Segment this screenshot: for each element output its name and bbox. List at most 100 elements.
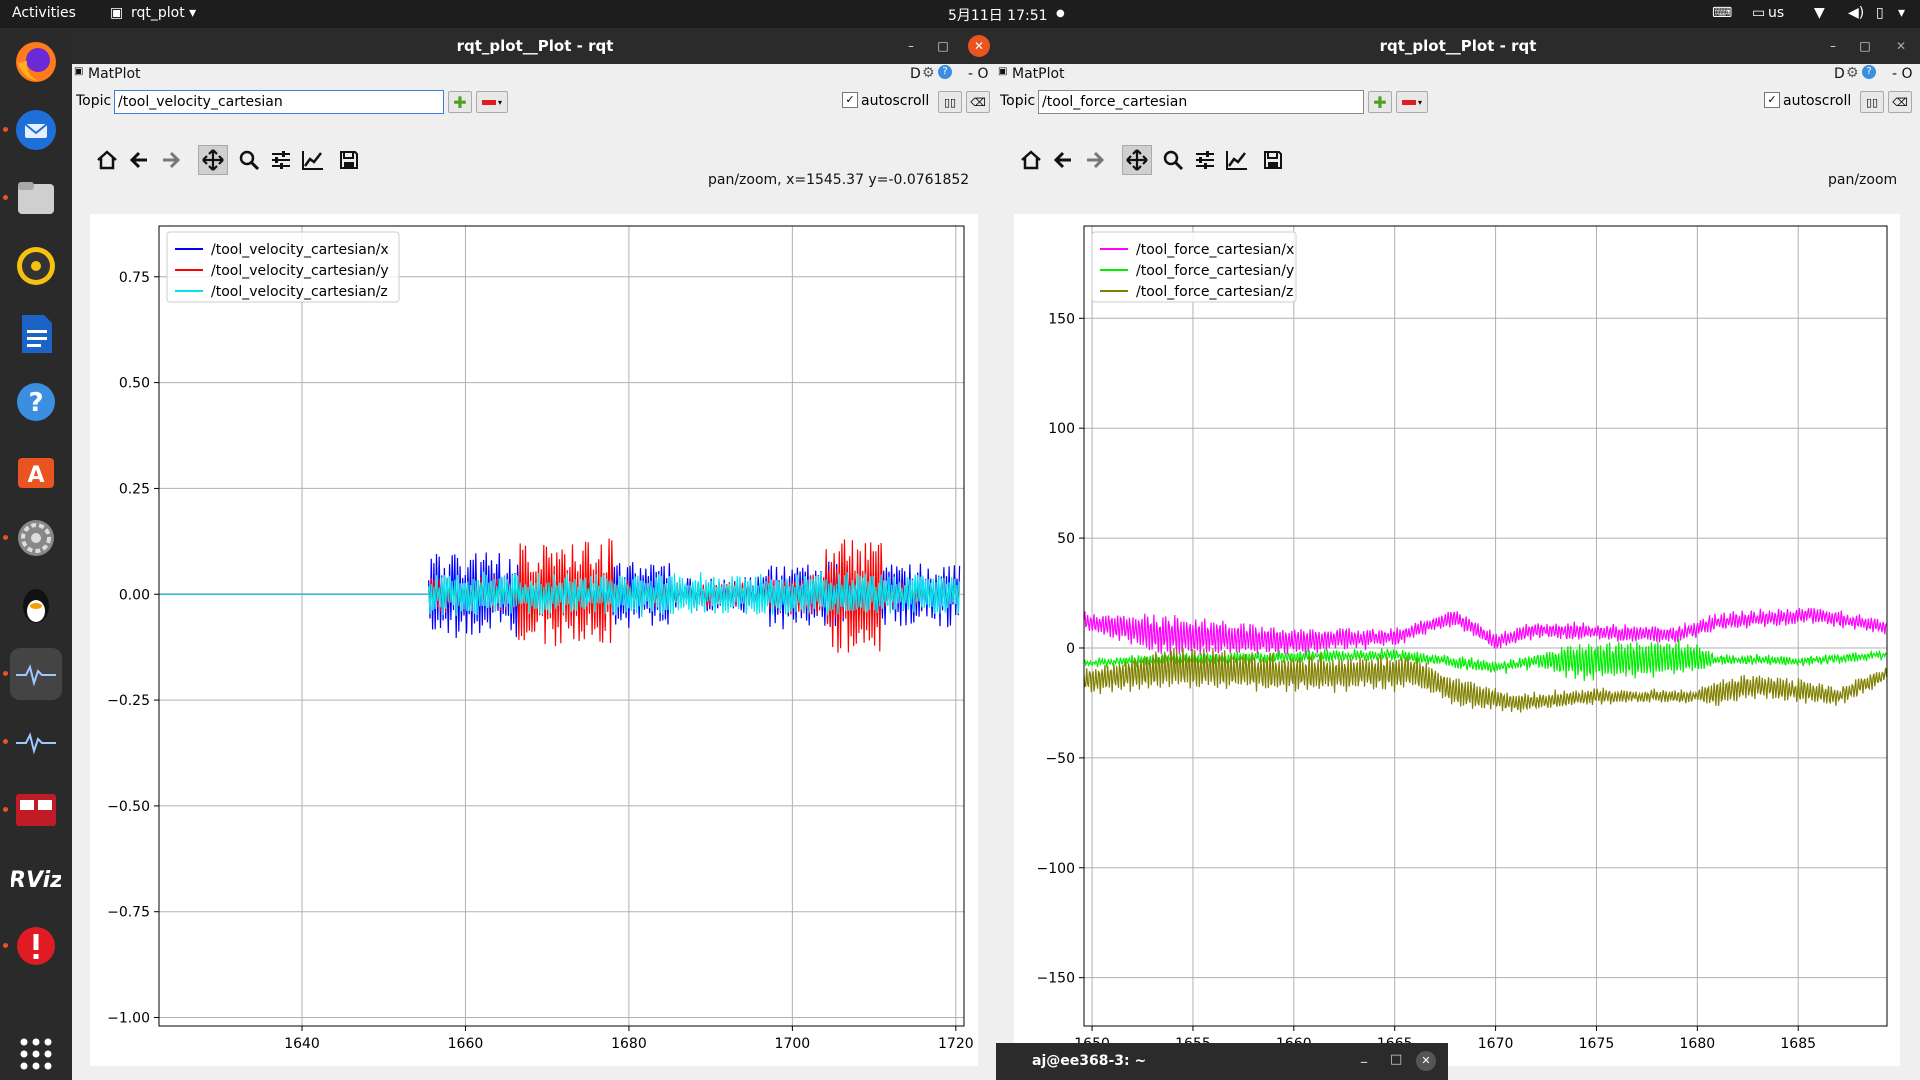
help-small-icon[interactable]: ? <box>938 65 952 79</box>
autoscroll-label: autoscroll <box>1783 93 1852 109</box>
autoscroll-checkbox[interactable]: ✓ <box>1764 92 1780 108</box>
x-tick-label: 1640 <box>284 1036 320 1052</box>
minimize-icon[interactable]: – <box>1830 39 1836 53</box>
language-indicator[interactable]: us <box>1768 5 1785 21</box>
running-indicator <box>3 127 8 132</box>
left-window-title: rqt_plot__Plot - rqt <box>456 37 614 55</box>
remove-topic-button[interactable]: ▾ <box>476 91 508 113</box>
rqt-plot-icon-2[interactable] <box>10 716 62 768</box>
remove-topic-button[interactable]: ▾ <box>1396 91 1428 113</box>
wifi-icon[interactable]: ▼ <box>1814 5 1825 21</box>
pan-icon[interactable] <box>198 145 228 175</box>
activities-button[interactable]: Activities <box>12 5 76 21</box>
help-icon[interactable]: ? <box>10 376 62 428</box>
clear-icon: ⌫ <box>1892 95 1908 109</box>
velocity-chart[interactable]: 1640 1660 1680 1700 1720 0.75 0.50 0.25 0.00 −0.2… <box>90 214 978 1066</box>
libreoffice-writer-icon[interactable] <box>10 308 62 360</box>
configure-subplots-icon[interactable] <box>266 145 296 175</box>
topic-label: Topic <box>1000 93 1036 109</box>
force-axes-background <box>1084 226 1887 1026</box>
config-icon[interactable]: ⚙ <box>922 65 935 81</box>
alert-icon[interactable] <box>10 920 62 972</box>
dock-button[interactable]: D <box>1834 66 1845 82</box>
home-icon[interactable] <box>92 145 122 175</box>
minimize-icon[interactable]: – <box>908 39 914 53</box>
forward-arrow-icon[interactable] <box>1080 145 1110 175</box>
save-icon[interactable] <box>334 145 364 175</box>
clear-button[interactable]: ⌫ <box>1888 91 1912 113</box>
y-tick-label: −100 <box>1037 861 1075 877</box>
autoscroll-checkbox[interactable]: ✓ <box>842 92 858 108</box>
battery-icon[interactable]: ▯ <box>1876 5 1884 21</box>
clock[interactable]: 5月11日 17:51 <box>948 8 1048 24</box>
back-arrow-icon[interactable] <box>1048 145 1078 175</box>
help-small-icon[interactable]: ? <box>1862 65 1876 79</box>
zoom-icon[interactable] <box>234 145 264 175</box>
pan-icon[interactable] <box>1122 145 1152 175</box>
pause-button[interactable]: ▯▯ <box>1860 91 1884 113</box>
matplot-window-controls[interactable]: - O <box>1892 66 1913 82</box>
save-icon[interactable] <box>1258 145 1288 175</box>
left-plot-canvas[interactable]: 1640 1660 1680 1700 1720 0.75 0.50 0.25 0.00 −0.2… <box>90 214 978 1066</box>
show-apps-icon[interactable] <box>10 1028 62 1080</box>
edit-axis-icon[interactable] <box>1222 145 1252 175</box>
terminal-window[interactable]: aj@ee368-3: ~ – □ ✕ <box>996 1043 1448 1080</box>
clear-icon: ⌫ <box>970 95 986 109</box>
system-menu-icon[interactable]: ▾ <box>1898 5 1906 21</box>
y-tick-label: 0.00 <box>119 587 150 603</box>
close-icon[interactable]: ✕ <box>1895 39 1907 53</box>
dock-button[interactable]: D <box>910 66 921 82</box>
y-tick-label: 0.75 <box>119 270 150 286</box>
x-tick-label: 1700 <box>775 1036 811 1052</box>
x-tick-label: 1675 <box>1579 1036 1615 1052</box>
maximize-icon[interactable]: □ <box>1859 39 1871 53</box>
right-plot-canvas[interactable]: 1650165516601665167016751680168515010050… <box>1014 214 1900 1066</box>
x-tick-label: 1720 <box>938 1036 974 1052</box>
maximize-icon[interactable]: □ <box>937 39 949 53</box>
topic-input[interactable] <box>1038 90 1364 114</box>
back-arrow-icon[interactable] <box>124 145 154 175</box>
pause-icon: ▯▯ <box>1865 95 1879 109</box>
legend-box <box>1091 231 1297 303</box>
rqt-plot-icon-1[interactable] <box>10 648 62 700</box>
matplot-header: ▣ MatPlot D ⚙ ? - O <box>996 65 1920 85</box>
terminal-app-icon[interactable] <box>10 784 62 836</box>
running-indicator <box>3 943 8 948</box>
legend-entry: /tool_velocity_cartesian/x <box>211 242 389 258</box>
clear-button[interactable]: ⌫ <box>966 91 990 113</box>
system-top-bar: Activities ▣ rqt_plot ▾ 5月11日 17:51 ● ⌨ … <box>0 0 1920 28</box>
minimize-icon[interactable]: – <box>1360 1052 1368 1071</box>
software-center-icon[interactable]: A <box>10 444 62 496</box>
maximize-icon[interactable]: □ <box>1390 1052 1403 1067</box>
files-icon[interactable] <box>10 172 62 224</box>
qq-icon[interactable] <box>10 580 62 632</box>
rhythmbox-icon[interactable] <box>10 240 62 292</box>
edit-axis-icon[interactable] <box>298 145 328 175</box>
right-window-titlebar[interactable]: rqt_plot__Plot - rqt – □ ✕ <box>996 28 1920 64</box>
left-window-titlebar[interactable]: rqt_plot__Plot - rqt – □ ✕ <box>72 28 998 64</box>
home-icon[interactable] <box>1016 145 1046 175</box>
volume-icon[interactable]: ◀) <box>1848 5 1865 21</box>
dropdown-arrow-icon: ▾ <box>1417 97 1422 107</box>
close-icon[interactable]: ✕ <box>968 35 990 57</box>
running-indicator <box>3 535 8 540</box>
rviz-icon[interactable]: RViz <box>10 852 62 904</box>
add-topic-button[interactable]: ✚ <box>1368 91 1392 113</box>
force-chart[interactable]: 1650165516601665167016751680168515010050… <box>1014 214 1900 1066</box>
settings-icon[interactable] <box>10 512 62 564</box>
firefox-icon[interactable] <box>10 36 62 88</box>
config-icon[interactable]: ⚙ <box>1846 65 1859 81</box>
x-tick-label: 1685 <box>1780 1036 1816 1052</box>
app-menu[interactable]: rqt_plot ▾ <box>131 5 197 21</box>
zoom-icon[interactable] <box>1158 145 1188 175</box>
topic-input[interactable] <box>114 90 444 114</box>
close-icon[interactable]: ✕ <box>1416 1051 1436 1071</box>
forward-arrow-icon[interactable] <box>156 145 186 175</box>
configure-subplots-icon[interactable] <box>1190 145 1220 175</box>
add-topic-button[interactable]: ✚ <box>448 91 472 113</box>
pause-button[interactable]: ▯▯ <box>938 91 962 113</box>
input-method-icon[interactable]: ⌨ <box>1712 5 1733 21</box>
matplot-window-controls[interactable]: - O <box>968 66 989 82</box>
svg-text:A: A <box>27 463 44 488</box>
thunderbird-icon[interactable] <box>10 104 62 156</box>
